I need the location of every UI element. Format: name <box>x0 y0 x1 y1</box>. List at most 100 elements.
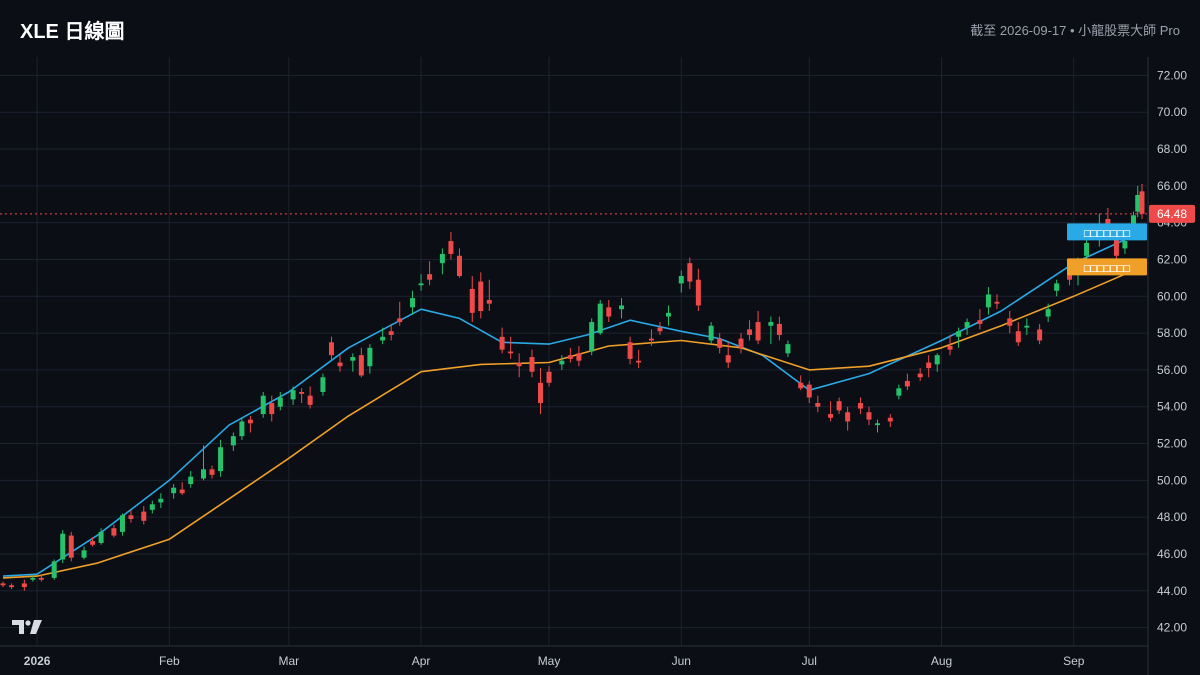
candle <box>239 417 245 440</box>
candle-body <box>486 299 492 304</box>
candle-body <box>260 395 266 415</box>
candle <box>388 323 394 341</box>
candle <box>337 355 343 372</box>
candle <box>358 347 364 378</box>
candle <box>717 333 723 354</box>
candle-body <box>977 320 983 324</box>
y-tick-label: 52.00 <box>1157 437 1187 451</box>
candle <box>328 336 334 361</box>
candle-body <box>857 403 863 409</box>
candle <box>320 373 326 396</box>
ma-fast-label: □□□□□□□ <box>1084 226 1131 239</box>
candle-body <box>0 583 6 586</box>
candle-body <box>307 395 313 405</box>
candle <box>665 305 671 326</box>
candle-body <box>934 355 940 365</box>
candle <box>247 415 253 433</box>
candle-body <box>606 307 612 317</box>
candle-body <box>128 515 134 519</box>
candle-body <box>589 322 595 352</box>
candle <box>81 546 87 560</box>
price-labels: 64.48 □□□□□□□ □□□□□□□ <box>1067 204 1195 276</box>
candle-body <box>798 382 804 389</box>
candle-body <box>478 281 484 312</box>
candle-body <box>597 303 603 334</box>
candle-body <box>469 288 475 313</box>
candle-body <box>299 391 305 394</box>
candle-body <box>917 373 923 378</box>
candle <box>538 368 544 415</box>
candle-body <box>230 436 236 446</box>
candle <box>857 397 863 415</box>
candle-body <box>141 511 147 521</box>
candle-body <box>239 421 245 437</box>
x-tick-label: Aug <box>931 654 952 668</box>
y-tick-label: 42.00 <box>1157 621 1187 635</box>
candle <box>648 329 654 346</box>
y-tick-label: 48.00 <box>1157 510 1187 524</box>
candle <box>60 530 66 564</box>
candle <box>708 322 714 345</box>
candle <box>627 336 633 365</box>
candle-body <box>836 401 842 411</box>
candle-body <box>994 301 1000 304</box>
candle <box>290 386 296 405</box>
candle <box>149 500 155 514</box>
ma_fast-line <box>2 231 1143 577</box>
candle-body <box>1015 331 1021 343</box>
candle-body <box>815 403 821 407</box>
candle <box>200 445 206 481</box>
candle <box>815 395 821 413</box>
candle <box>30 576 36 582</box>
candle-body <box>51 561 57 578</box>
candle <box>597 299 603 335</box>
candle-body <box>1024 325 1030 328</box>
candle-body <box>768 322 774 326</box>
candle <box>98 528 104 545</box>
y-tick-label: 60.00 <box>1157 289 1187 303</box>
candle <box>776 316 782 341</box>
x-tick-label: May <box>538 654 561 668</box>
candle <box>499 327 505 354</box>
candle-body <box>828 414 834 418</box>
candle-body <box>896 388 902 396</box>
candle <box>947 334 953 356</box>
ma-slow-label: □□□□□□□ <box>1084 261 1131 274</box>
candle <box>380 327 386 345</box>
candle-body <box>866 412 872 420</box>
candle-body <box>636 360 642 363</box>
candle-body <box>1105 218 1111 227</box>
candle-body <box>149 504 155 510</box>
candle-body <box>448 241 454 254</box>
candle <box>738 333 744 354</box>
candle-body <box>427 274 433 280</box>
candle <box>68 531 74 562</box>
candle <box>269 395 275 422</box>
candle-body <box>98 531 104 543</box>
candle-body <box>1084 242 1090 256</box>
candle <box>90 537 96 547</box>
candle-body <box>328 342 334 356</box>
chart-subtitle: 截至 2026-09-17 • 小龍股票大師 Pro <box>970 23 1180 38</box>
candle <box>508 336 514 359</box>
candle <box>456 248 462 278</box>
candle-body <box>546 371 552 383</box>
candle <box>1045 303 1051 323</box>
candle <box>964 318 970 335</box>
candle <box>926 355 932 378</box>
candle-body <box>218 447 224 472</box>
candle-body <box>964 322 970 328</box>
candle <box>418 274 424 291</box>
candle <box>529 349 535 378</box>
x-tick-label: 2026 <box>24 654 51 668</box>
candle <box>678 270 684 293</box>
candle-body <box>68 535 74 558</box>
candle-body <box>956 331 962 337</box>
ma-slow-badge <box>1067 258 1147 276</box>
candle-body <box>1007 318 1013 326</box>
candle-body <box>559 360 565 365</box>
candle-body <box>367 347 373 367</box>
candle <box>687 257 693 289</box>
candle-body <box>738 338 744 348</box>
